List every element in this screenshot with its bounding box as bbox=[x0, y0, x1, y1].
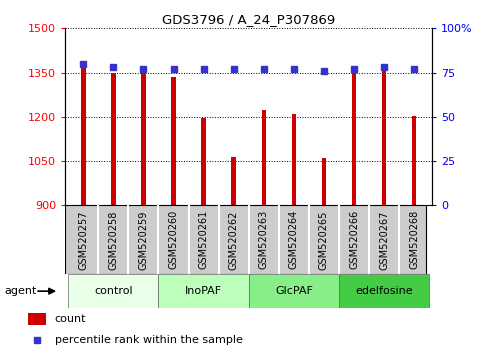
Bar bbox=[111, 73, 115, 205]
Bar bbox=[231, 156, 236, 205]
Bar bbox=[249, 274, 339, 308]
Bar bbox=[382, 68, 386, 205]
Bar bbox=[339, 274, 429, 308]
Text: InoPAF: InoPAF bbox=[185, 286, 222, 296]
Text: GSM520263: GSM520263 bbox=[259, 210, 269, 269]
Bar bbox=[171, 77, 176, 205]
Bar bbox=[81, 67, 85, 205]
Title: GDS3796 / A_24_P307869: GDS3796 / A_24_P307869 bbox=[162, 13, 335, 26]
Bar bbox=[158, 274, 249, 308]
Text: count: count bbox=[55, 314, 86, 324]
Text: control: control bbox=[94, 286, 133, 296]
Bar bbox=[322, 158, 326, 205]
Text: GSM520267: GSM520267 bbox=[379, 210, 389, 269]
Text: GSM520268: GSM520268 bbox=[409, 210, 419, 269]
Text: GSM520259: GSM520259 bbox=[139, 210, 148, 269]
Text: GSM520257: GSM520257 bbox=[78, 210, 88, 270]
Text: GSM520266: GSM520266 bbox=[349, 210, 359, 269]
Bar bbox=[261, 110, 266, 205]
Bar bbox=[28, 313, 46, 325]
Text: GSM520264: GSM520264 bbox=[289, 210, 299, 269]
Text: percentile rank within the sample: percentile rank within the sample bbox=[55, 335, 242, 345]
Text: GlcPAF: GlcPAF bbox=[275, 286, 313, 296]
Bar bbox=[352, 73, 356, 205]
Text: GSM520262: GSM520262 bbox=[229, 210, 239, 269]
Bar bbox=[292, 114, 296, 205]
Bar bbox=[201, 118, 206, 205]
Bar bbox=[412, 116, 416, 205]
Bar bbox=[141, 73, 146, 205]
Text: GSM520261: GSM520261 bbox=[199, 210, 209, 269]
Text: GSM520260: GSM520260 bbox=[169, 210, 179, 269]
Text: GSM520258: GSM520258 bbox=[108, 210, 118, 269]
Text: edelfosine: edelfosine bbox=[355, 286, 413, 296]
Text: GSM520265: GSM520265 bbox=[319, 210, 329, 269]
Text: agent: agent bbox=[5, 286, 37, 296]
Bar bbox=[68, 274, 158, 308]
